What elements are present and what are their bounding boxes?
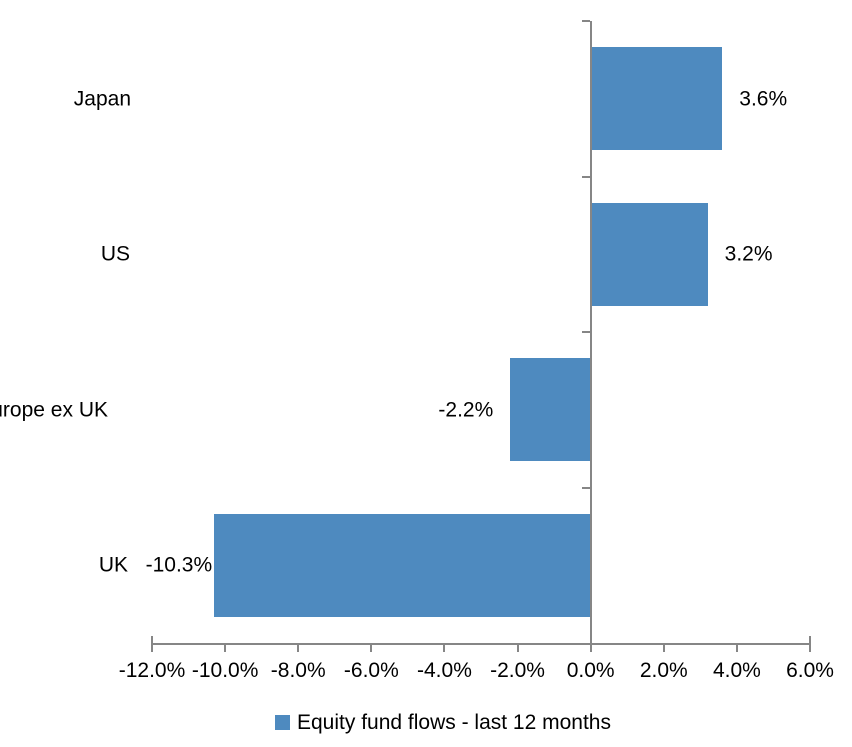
x-tick-label-0: -12.0% [118, 659, 186, 682]
legend-label: Equity fund flows - last 12 months [297, 711, 611, 734]
value-axis-end-cap-left [151, 636, 153, 643]
x-tick-label-1: -10.0% [191, 659, 259, 682]
x-tick-3 [370, 645, 373, 652]
x-tick-label-7: 2.0% [639, 659, 688, 682]
bar-uk [214, 513, 591, 617]
x-tick-label-3: -6.0% [343, 659, 399, 682]
x-tick-5 [516, 645, 519, 652]
category-label-japan: Japan [73, 87, 131, 111]
x-tick-4 [443, 645, 446, 652]
category-label-us: US [100, 242, 130, 266]
bar-us [590, 202, 708, 306]
category-label-uk: UK [98, 553, 128, 577]
x-tick-6 [589, 645, 592, 652]
x-tick-7 [662, 645, 665, 652]
x-tick-label-9: 6.0% [786, 659, 834, 682]
category-axis-tick-2 [581, 331, 590, 333]
category-axis-tick-1 [581, 175, 590, 178]
legend: Equity fund flows - last 12 months [275, 710, 611, 735]
category-axis-tick-0 [581, 20, 590, 22]
x-tick-2 [297, 645, 300, 652]
data-label-europe-ex-uk: -2.2% [438, 398, 494, 422]
category-axis-tick-3 [581, 486, 590, 489]
category-axis-line [589, 21, 592, 645]
data-label-japan: 3.6% [739, 87, 788, 111]
x-tick-label-2: -8.0% [270, 659, 326, 682]
value-axis-end-cap-right [809, 636, 811, 643]
category-label-europe-ex-uk: Europe ex UK [0, 398, 108, 422]
x-tick-label-5: -2.0% [490, 659, 545, 682]
x-tick-label-8: 4.0% [712, 659, 761, 682]
bar-japan [590, 47, 723, 151]
x-tick-9 [809, 645, 811, 652]
data-label-us: 3.2% [724, 242, 773, 266]
x-tick-label-4: -4.0% [417, 659, 472, 682]
value-axis-line [151, 643, 811, 645]
x-tick-0 [151, 645, 153, 652]
x-tick-1 [224, 645, 227, 652]
x-tick-8 [735, 645, 738, 652]
x-tick-label-6: 0.0% [566, 659, 615, 682]
bar-europe-ex-uk [510, 358, 591, 462]
data-label-uk: -10.3% [145, 553, 213, 577]
legend-swatch-icon [275, 715, 290, 730]
